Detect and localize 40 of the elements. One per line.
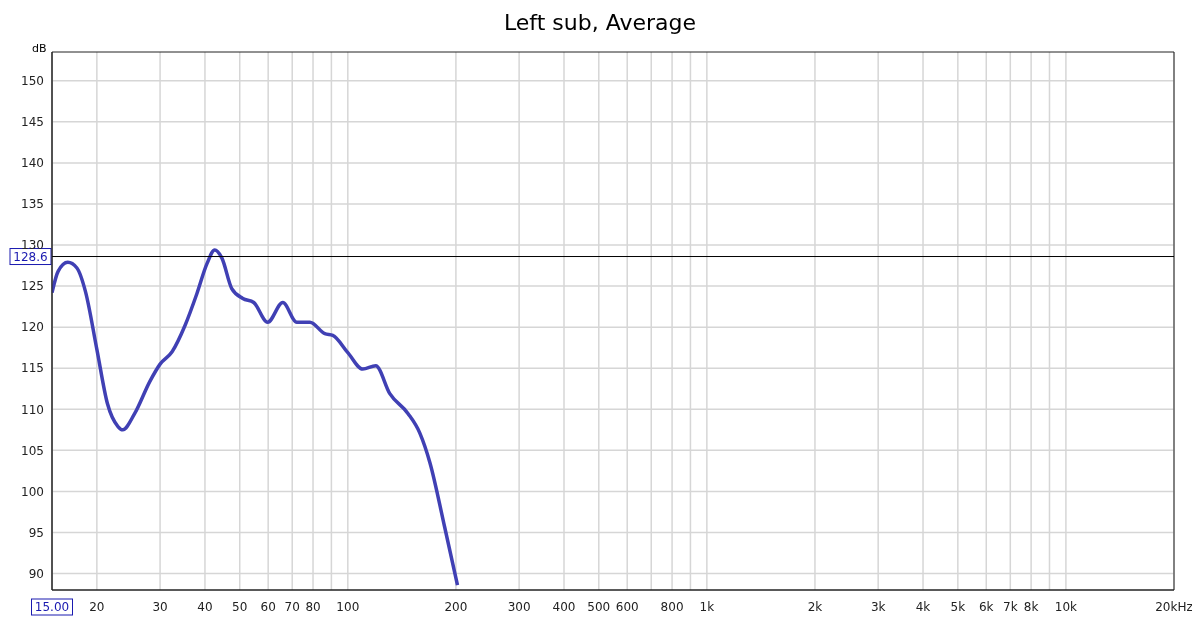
y-tick-label: 125 — [21, 279, 44, 294]
x-tick-label: 30 — [152, 600, 168, 614]
x-tick-label: 7k — [1003, 600, 1018, 614]
x-tick-label: 300 — [507, 600, 531, 614]
x-tick-label: 200 — [444, 600, 468, 614]
y-axis-title: dB — [32, 42, 47, 55]
y-tick-label: 135 — [21, 197, 44, 212]
x-tick-label: 6k — [978, 600, 994, 614]
y-tick-label: 140 — [21, 156, 44, 171]
x-tick-label: 60 — [260, 600, 276, 614]
x-tick-label: 20 — [89, 600, 105, 614]
y-tick-label: 115 — [21, 361, 44, 376]
x-tick-label: 70 — [284, 600, 300, 614]
x-tick-label: 80 — [305, 600, 321, 614]
x-tick-label: 5k — [950, 600, 966, 614]
y-tick-label: 95 — [28, 525, 44, 540]
x-tick-label: 50 — [232, 600, 248, 614]
x-tick-label: 400 — [552, 600, 576, 614]
x-tick-label: 4k — [915, 600, 931, 614]
y-tick-label: 145 — [21, 115, 44, 130]
y-tick-label: 100 — [21, 484, 44, 499]
y-tick-label: 120 — [21, 320, 44, 335]
x-tick-label: 500 — [587, 600, 611, 614]
x-tick-label: 10k — [1054, 600, 1078, 614]
y-tick-label: 90 — [28, 566, 44, 581]
y-tick-label: 110 — [21, 402, 44, 417]
y-tick-label: 150 — [21, 74, 44, 89]
x-tick-label: 100 — [336, 600, 360, 614]
x-tick-label: 8k — [1023, 600, 1039, 614]
x-tick-label: 3k — [870, 600, 886, 614]
x-tick-label: 15.00 — [34, 600, 70, 614]
x-axis-title: Hz — [1177, 600, 1193, 614]
x-tick-label: 1k — [699, 600, 715, 614]
x-tick-label: 800 — [660, 600, 684, 614]
x-tick-label: 600 — [615, 600, 639, 614]
x-tick-label: 40 — [197, 600, 213, 614]
ref-line-label: 128.6 — [13, 249, 48, 264]
chart-title: Left sub, Average — [502, 9, 698, 37]
x-tick-label: 2k — [807, 600, 823, 614]
y-tick-label: 105 — [21, 443, 44, 458]
